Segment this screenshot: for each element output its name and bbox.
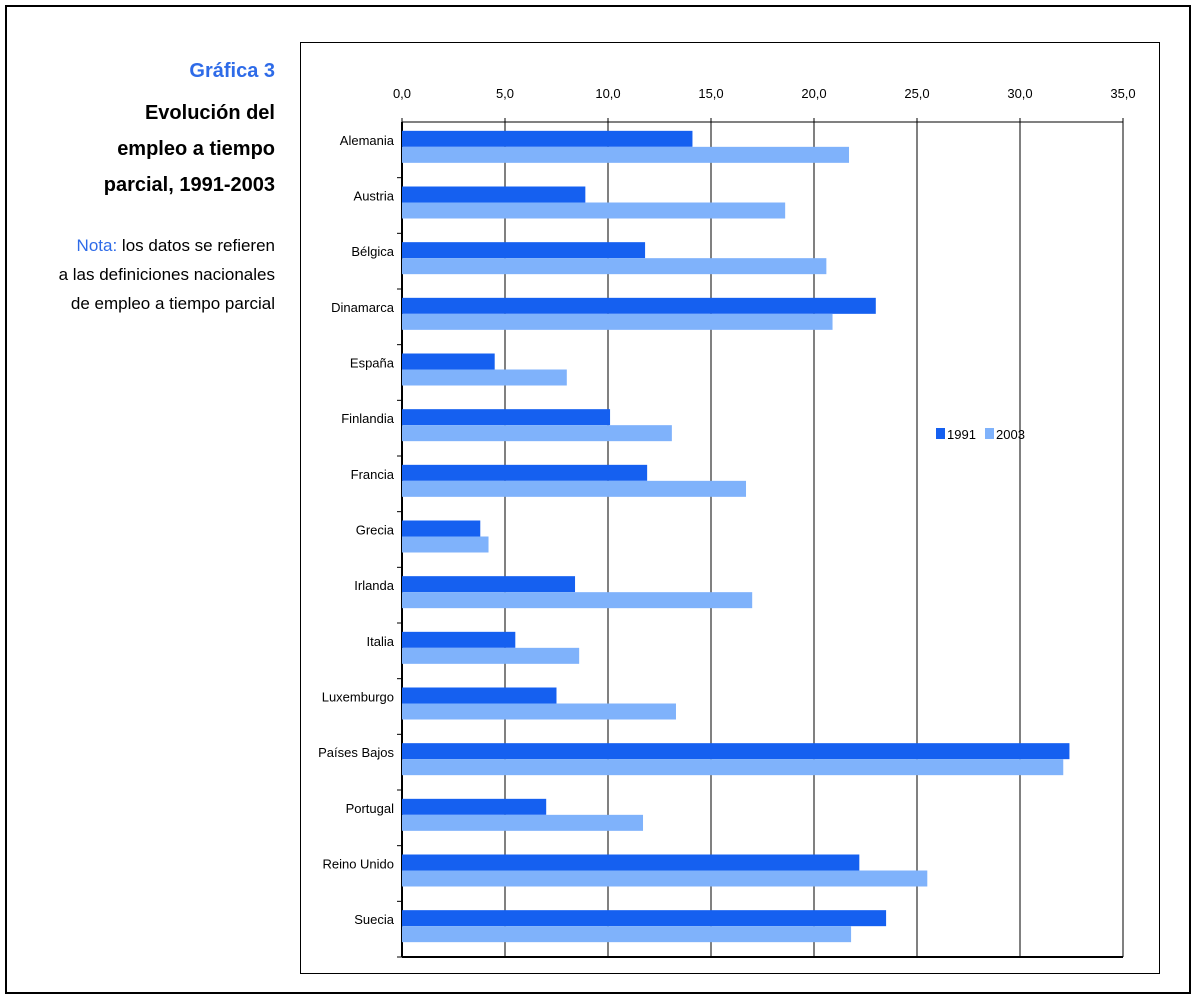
bar-2003: [402, 703, 676, 720]
bar-2003: [402, 369, 567, 386]
bar-1991: [402, 687, 557, 704]
note-text-line: los datos se refieren: [117, 236, 275, 255]
bar-2003: [402, 647, 580, 664]
bar-2003: [402, 480, 747, 497]
bar-2003: [402, 536, 489, 553]
category-label: Suecia: [354, 912, 395, 927]
bar-1991: [402, 854, 860, 871]
legend-label-2003: 2003: [996, 427, 1025, 442]
bar-1991: [402, 743, 1070, 760]
bar-chart: 0,0 5,0 10,0 15,0 20,0 25,0 30,0 35,0 Alemania Au…: [318, 86, 1136, 958]
x-tick-label: 30,0: [1007, 86, 1032, 101]
bar-1991: [402, 297, 876, 314]
bar-1991: [402, 409, 611, 426]
figure-title: Evolución del empleo a tiempo parcial, 1…: [20, 95, 275, 203]
category-label: Francia: [351, 467, 395, 482]
note-text-line: a las definiciones nacionales: [58, 265, 275, 284]
category-label: Austria: [354, 189, 395, 204]
category-label: Finlandia: [341, 411, 395, 426]
figure-caption-panel: Gráfica 3 Evolución del empleo a tiempo …: [20, 58, 275, 318]
bar-2003: [402, 202, 786, 219]
category-label: Países Bajos: [318, 745, 394, 760]
chart-frame: 0,0 5,0 10,0 15,0 20,0 25,0 30,0 35,0 Alemania Au…: [300, 42, 1160, 974]
legend-swatch-2003: [985, 428, 994, 439]
category-label: Alemania: [340, 133, 395, 148]
x-tick-label: 0,0: [393, 86, 411, 101]
bar-2003: [402, 313, 833, 330]
x-tick-label: 20,0: [801, 86, 826, 101]
bar-1991: [402, 910, 887, 927]
bar-2003: [402, 870, 928, 887]
x-tick-label: 5,0: [496, 86, 514, 101]
bar-2003: [402, 926, 852, 943]
category-label: Italia: [367, 634, 395, 649]
category-label: Reino Unido: [322, 857, 394, 872]
category-label: Portugal: [346, 801, 395, 816]
x-tick-label: 15,0: [698, 86, 723, 101]
bar-1991: [402, 186, 586, 203]
bar-1991: [402, 798, 547, 815]
figure-note: Nota: los datos se refieren a las defini…: [20, 231, 275, 318]
bar-1991: [402, 520, 481, 537]
category-label: Luxemburgo: [322, 690, 394, 705]
category-label: Dinamarca: [331, 300, 395, 315]
category-label: Bélgica: [351, 244, 394, 259]
bar-1991: [402, 353, 495, 370]
bar-2003: [402, 146, 850, 163]
bar-1991: [402, 631, 516, 648]
bar-2003: [402, 258, 827, 275]
category-label: España: [350, 356, 395, 371]
note-first-line: Nota: los datos se refieren: [20, 231, 275, 260]
x-tick-label: 25,0: [904, 86, 929, 101]
legend-label-1991: 1991: [947, 427, 976, 442]
figure-number: Gráfica 3: [189, 60, 275, 82]
bar-1991: [402, 130, 693, 147]
bar-1991: [402, 242, 646, 259]
bar-2003: [402, 759, 1064, 776]
figure-title-line: Evolución del: [144, 102, 275, 124]
x-tick-label: 35,0: [1110, 86, 1135, 101]
note-label: Nota:: [76, 236, 118, 255]
legend-swatch-1991: [936, 428, 945, 439]
bar-2003: [402, 814, 644, 831]
bar-1991: [402, 464, 648, 481]
note-text-line: de empleo a tiempo parcial: [70, 294, 275, 313]
category-label: Irlanda: [354, 578, 395, 593]
figure-title-line: empleo a tiempo: [117, 138, 275, 160]
bar-2003: [402, 425, 672, 442]
outer-frame: [5, 5, 1191, 994]
figure-title-line: parcial, 1991-2003: [103, 174, 275, 196]
legend: 1991 2003: [936, 427, 1025, 442]
x-tick-label: 10,0: [595, 86, 620, 101]
bar-2003: [402, 592, 753, 609]
bar-1991: [402, 576, 576, 593]
category-label: Grecia: [356, 523, 395, 538]
